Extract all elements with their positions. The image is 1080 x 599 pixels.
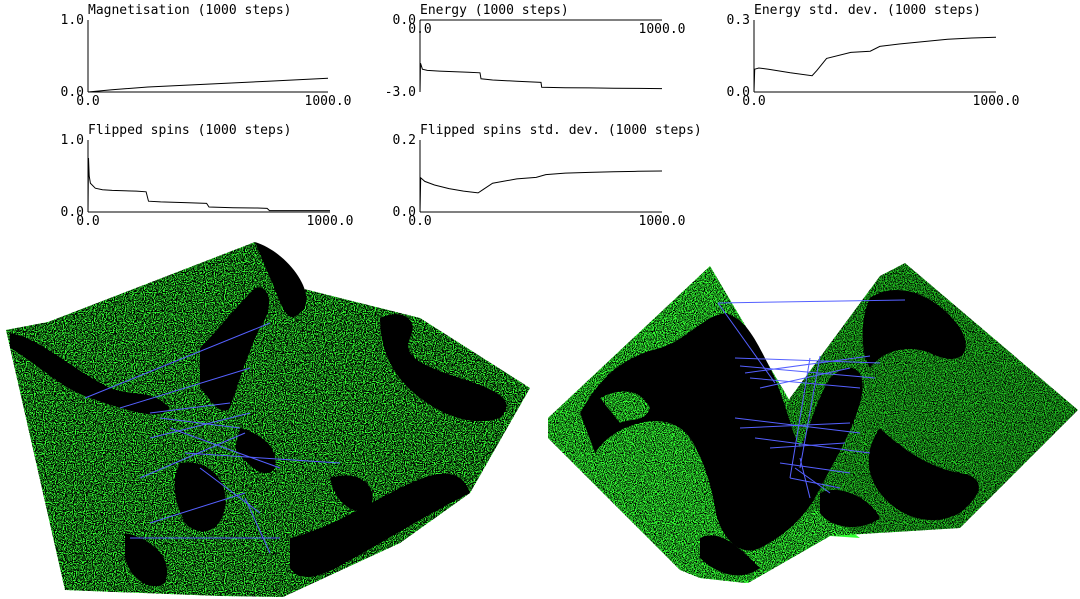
- chart-title: Flipped spins std. dev. (1000 steps): [420, 123, 702, 138]
- y-tick-label: 1.0: [61, 13, 84, 28]
- y-tick-label: 1.0: [61, 133, 84, 148]
- x-tick-label: 1000.0: [307, 214, 354, 229]
- y-tick-label: 0.0: [61, 205, 84, 220]
- spin-lattice-visualizations: [6, 242, 1078, 597]
- series-line: [419, 63, 663, 93]
- x-tick-label: 0.0: [76, 94, 99, 109]
- series-line: [753, 36, 997, 93]
- y-tick-label: 0.0: [393, 13, 416, 28]
- x-tick-label: 0.0: [742, 94, 765, 109]
- x-tick-label: 1000.0: [973, 94, 1020, 109]
- bond-lines: [84, 322, 341, 554]
- x-tick-label: 1000.0: [305, 94, 352, 109]
- chart-energy-std-dev: Energy std. dev. (1000 steps) 0.3 0.00.0 10…: [727, 3, 1020, 109]
- y-tick-label: 0.0: [61, 85, 84, 100]
- y-tick-label: 0.3: [727, 13, 750, 28]
- x-tick-label: 0.0: [408, 22, 431, 37]
- y-tick-label: 0.2: [393, 133, 416, 148]
- x-tick-label: 0.0: [76, 214, 99, 229]
- x-tick-label: 1000.0: [639, 22, 686, 37]
- bond-lines: [717, 299, 906, 499]
- spin-lattice-3d-right: [548, 263, 1078, 583]
- y-tick-label: 0.0: [393, 205, 416, 220]
- chart-title: Flipped spins (1000 steps): [88, 123, 292, 138]
- chart-energy: Energy (1000 steps) 0.0 -3.0 0.0 1000.0: [385, 3, 686, 100]
- chart-flipped-spins: Flipped spins (1000 steps) 1.0 0.00.0 1000.…: [61, 123, 354, 229]
- chart-magnetisation: Magnetisation (1000 steps) 1.0 0.00.0 1000.…: [61, 3, 352, 109]
- series-line: [419, 170, 663, 213]
- series-line: [87, 157, 330, 213]
- y-tick-label: -3.0: [385, 85, 416, 100]
- spin-lattice-3d-left: [6, 242, 530, 597]
- chart-title: Energy (1000 steps): [420, 3, 569, 18]
- chart-flipped-spins-std-dev: Flipped spins std. dev. (1000 steps) 0.2 0…: [393, 123, 702, 229]
- chart-title: Energy std. dev. (1000 steps): [754, 3, 981, 18]
- x-tick-label: 0.0: [408, 214, 431, 229]
- y-tick-label: 0.0: [727, 85, 750, 100]
- chart-title: Magnetisation (1000 steps): [88, 3, 292, 18]
- x-tick-label: 1000.0: [639, 214, 686, 229]
- series-line: [87, 77, 329, 93]
